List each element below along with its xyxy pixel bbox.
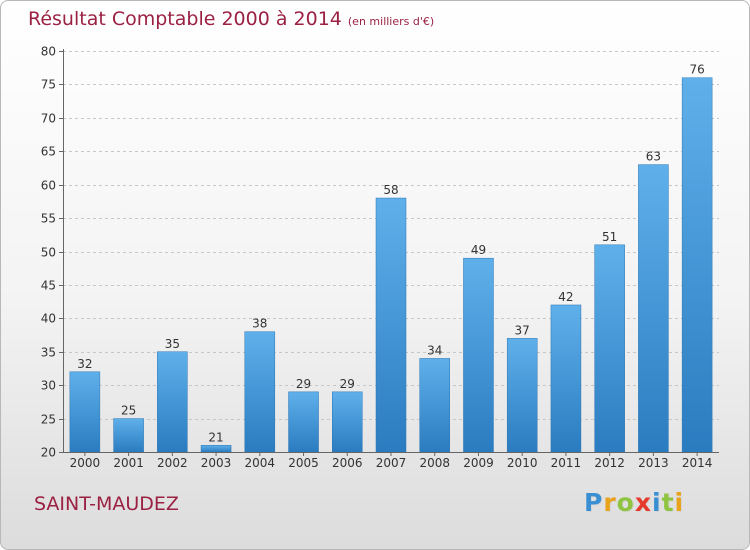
bar [638,164,669,453]
bar-value-label: 35 [165,337,180,351]
bar-value-label: 76 [689,63,704,77]
y-tick-label: 65 [41,145,56,159]
bar-value-label: 38 [252,317,267,331]
x-tick-label: 2013 [638,456,669,470]
bar [157,351,188,453]
bars: 32 25 35 21 38 29 29 58 34 49 37 42 51 63 76 [69,63,713,453]
bar [463,257,494,453]
logo-letter: o [616,488,635,517]
bar [244,331,276,453]
y-tick-label: 45 [41,279,56,293]
bar [288,391,319,453]
bar [550,304,582,453]
logo-letter: t [661,488,675,517]
x-tick-label: 2007 [376,456,407,470]
bar-value-label: 32 [77,357,92,371]
bar [594,244,625,453]
logo-letter: i [652,488,662,517]
logo-letter: x [634,488,652,517]
bar-value-label: 51 [602,230,617,244]
logo-letter: i [674,488,685,517]
bar [113,418,144,453]
y-tick-label: 55 [41,212,56,226]
x-tick-label: 2000 [70,456,101,470]
commune-name: SAINT-MAUDEZ [34,493,179,515]
bar [69,371,101,453]
x-tick-label: 2012 [594,456,625,470]
x-tick-label: 2010 [507,456,538,470]
bar [681,77,713,453]
bar-value-label: 37 [515,323,530,337]
x-tick-label: 2009 [463,456,494,470]
x-tick-label: 2005 [288,456,319,470]
y-tick-label: 70 [41,112,56,126]
y-tick-label: 40 [41,312,56,326]
bar [200,445,232,453]
bar-value-label: 34 [427,343,442,357]
x-tick-label: 2011 [551,456,582,470]
x-tick-label: 2004 [245,456,276,470]
y-tick-label: 80 [41,45,56,59]
bar [506,338,538,453]
chart-title: Résultat Comptable 2000 à 2014 (en millie… [28,8,434,30]
bar [332,391,363,453]
y-tick-label: 20 [41,446,56,460]
x-tick-label: 2001 [113,456,144,470]
y-tick-label: 25 [41,413,56,427]
logo-letter: r [603,488,617,517]
x-tick-label: 2008 [419,456,450,470]
bar-value-label: 25 [121,404,136,418]
bar [419,358,450,453]
chart-unit-note: (en milliers d'€) [347,15,435,28]
bar-value-label: 42 [558,290,573,304]
x-tick-label: 2002 [157,456,188,470]
x-tick-label: 2003 [201,456,232,470]
chart-title-text: Résultat Comptable 2000 à 2014 [28,8,342,30]
bar-value-label: 29 [340,377,355,391]
y-tick-label: 30 [41,379,56,393]
proxiti-logo: Proxiti [584,488,684,517]
bar-value-label: 63 [646,150,661,164]
y-tick-label: 75 [41,78,56,92]
axes: 20 25 30 35 40 45 50 55 60 65 70 75 80 2000 2001 2002 20… [41,45,719,470]
y-tick-label: 35 [41,346,56,360]
bar-value-label: 49 [471,243,486,257]
y-tick-label: 60 [41,179,56,193]
x-tick-label: 2014 [682,456,713,470]
y-tick-label: 50 [41,246,56,260]
bar-value-label: 29 [296,377,311,391]
logo-letter: P [584,488,604,517]
bar [375,197,407,453]
bar-value-label: 21 [208,430,223,444]
x-tick-label: 2006 [332,456,363,470]
bar-value-label: 58 [383,183,398,197]
